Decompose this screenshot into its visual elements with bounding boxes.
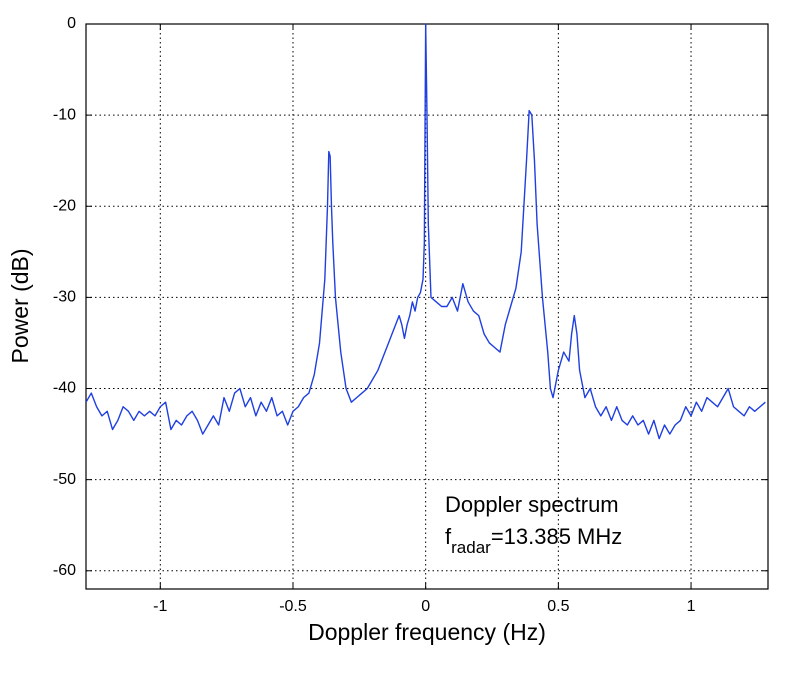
- spectrum-line: [85, 23, 766, 440]
- y-tick-label: -50: [53, 471, 76, 488]
- y-tick-label: -30: [53, 289, 76, 306]
- x-tick-label: 0: [421, 598, 430, 615]
- annotation-subscript: radar: [451, 538, 491, 557]
- annotation-frequency: fradar=13.385 MHz: [445, 524, 622, 558]
- y-tick-label: -20: [53, 197, 76, 214]
- annotation-symbol: f: [445, 524, 452, 549]
- plot-area: 0 -10 -20 -30 -40 -50 -60 -1 -0.5 0 0.5 1: [53, 15, 769, 615]
- x-tick-label: -1: [153, 598, 167, 615]
- x-axis-label: Doppler frequency (Hz): [308, 619, 546, 645]
- annotation-value: =13.385 MHz: [491, 524, 622, 549]
- y-tick-label: 0: [67, 15, 76, 32]
- x-tick-label: 0.5: [547, 598, 569, 615]
- x-tick-label: -0.5: [279, 598, 307, 615]
- plot-frame: [85, 23, 769, 590]
- y-tick-label: -40: [53, 380, 76, 397]
- y-axis-label: Power (dB): [7, 248, 33, 363]
- y-tick-label: -60: [53, 562, 76, 579]
- x-tick-label: 1: [687, 598, 696, 615]
- y-tick-label: -10: [53, 106, 76, 123]
- annotation-title: Doppler spectrum: [445, 492, 619, 517]
